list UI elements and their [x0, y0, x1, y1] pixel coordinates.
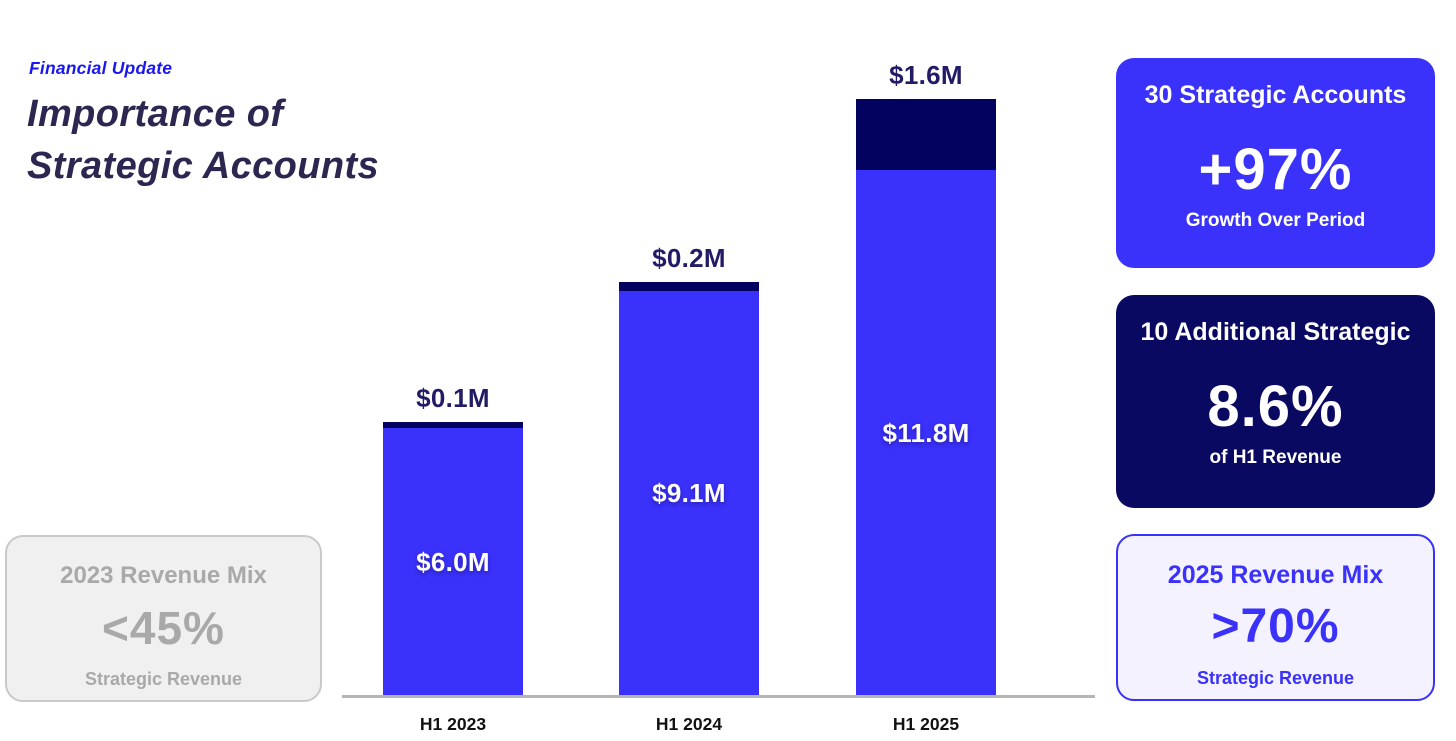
stat-card-subtitle: of H1 Revenue [1209, 447, 1342, 468]
stat-card-outline-blue: 2025 Revenue Mix >70% Strategic Revenue [1116, 534, 1435, 701]
stat-card-subtitle: Strategic Revenue [1196, 668, 1355, 688]
stat-card-title: 2023 Revenue Mix [60, 562, 267, 589]
stat-card-title: 2025 Revenue Mix [1167, 561, 1384, 589]
bar-inside-label-h1-2023: $6.0M [416, 546, 490, 577]
bar-segment-strategic-h1-2024 [619, 291, 759, 695]
x-tick-label-h1-2025: H1 2025 [892, 714, 960, 734]
page-title-line2: Strategic Accounts [27, 145, 380, 187]
bar-segment-additional-h1-2023 [383, 422, 523, 428]
stat-card-value: <45% [102, 602, 225, 654]
page-title-line1: Importance of [27, 93, 284, 135]
stat-card-title: 30 Strategic Accounts [1144, 81, 1407, 109]
bar-above-label-h1-2023: $0.1M [416, 383, 490, 413]
stat-card-2023-revenue-mix: 2023 Revenue Mix <45% Strategic Revenue [5, 535, 322, 702]
stat-card-value: +97% [1198, 137, 1353, 202]
bar-above-label-h1-2024: $0.2M [652, 243, 726, 273]
bar-segment-strategic-h1-2023 [383, 428, 523, 695]
eyebrow-label: Financial Update [29, 58, 173, 78]
stat-card-solid-blue: 30 Strategic Accounts +97% Growth Over Per… [1116, 58, 1435, 268]
x-axis-baseline [342, 695, 1095, 698]
stat-card-subtitle: Growth Over Period [1185, 210, 1366, 231]
x-tick-label-h1-2024: H1 2024 [655, 714, 723, 734]
bar-segment-additional-h1-2025 [856, 99, 996, 170]
x-tick-label-h1-2023: H1 2023 [419, 714, 487, 734]
page-title: Importance of Strategic Accounts [27, 88, 379, 192]
bar-inside-label-h1-2025: $11.8M [882, 417, 970, 448]
stat-card-title: 10 Additional Strategic [1140, 318, 1411, 346]
stat-card-solid-navy: 10 Additional Strategic 8.6% of H1 Revenue [1116, 295, 1435, 508]
bar-segment-additional-h1-2024 [619, 282, 759, 291]
bar-inside-label-h1-2024: $9.1M [652, 478, 726, 508]
bar-above-label-h1-2025: $1.6M [889, 60, 963, 90]
stat-card-subtitle: Strategic Revenue [84, 669, 243, 689]
stat-card-value: >70% [1211, 600, 1340, 653]
bar-segment-strategic-h1-2025 [856, 170, 996, 695]
stat-card-value: 8.6% [1207, 374, 1344, 439]
